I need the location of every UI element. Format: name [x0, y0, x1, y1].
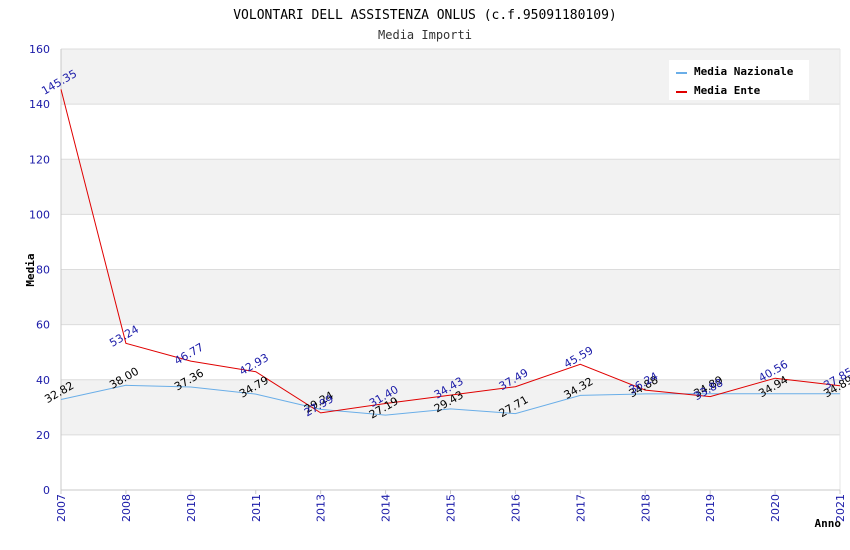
series-line-media-ente: [60, 89, 841, 414]
plot-band: [61, 159, 840, 215]
series-line-media-nazionale: [60, 384, 841, 416]
legend: Media Nazionale Media Ente: [669, 60, 809, 100]
x-tick-label: 2019: [704, 494, 717, 522]
plot-band: [61, 104, 840, 160]
plot-band: [61, 214, 840, 270]
y-tick-labels: 0 20 40 60 80 100 120 140 160: [29, 43, 50, 497]
y-tick-label: 100: [29, 208, 50, 221]
plot-band: [61, 379, 840, 435]
x-tick-label: 2013: [315, 494, 328, 522]
x-axis-label: Anno: [815, 517, 842, 530]
x-tick-label: 2017: [574, 494, 587, 522]
x-tick-labels: 2007 2008 2010 2011 2013 2014 2015 2016 2017 2018…: [55, 490, 847, 522]
x-tick-label: 2016: [509, 494, 522, 522]
x-tick-label: 2018: [639, 494, 652, 522]
legend-box: [669, 60, 809, 100]
y-tick-label: 160: [29, 43, 50, 56]
y-tick-label: 80: [36, 264, 50, 277]
x-tick-label: 2011: [250, 494, 263, 522]
chart-subtitle: Media Importi: [378, 28, 472, 42]
y-tick-label: 0: [43, 484, 50, 497]
x-tick-label: 2008: [120, 494, 133, 522]
x-tick-label: 2014: [380, 494, 393, 522]
y-tick-label: 40: [36, 374, 50, 387]
y-tick-label: 60: [36, 319, 50, 332]
x-tick-label: 2021: [834, 494, 847, 522]
plot-band: [61, 324, 840, 380]
y-tick-label: 140: [29, 98, 50, 111]
series-lines: [60, 89, 841, 416]
legend-label-media-ente: Media Ente: [694, 84, 761, 97]
chart-title: VOLONTARI DELL ASSISTENZA ONLUS (c.f.950…: [233, 8, 617, 23]
x-tick-label: 2015: [445, 494, 458, 522]
y-tick-label: 120: [29, 153, 50, 166]
x-tick-label: 2007: [55, 494, 68, 522]
plot-bands: [61, 49, 840, 490]
plot-band: [61, 434, 840, 490]
legend-label-media-nazionale: Media Nazionale: [694, 65, 794, 78]
x-tick-label: 2020: [769, 494, 782, 522]
plot-band: [61, 269, 840, 325]
y-axis-label: Media: [24, 253, 37, 286]
x-tick-label: 2010: [185, 494, 198, 522]
y-tick-label: 20: [36, 429, 50, 442]
